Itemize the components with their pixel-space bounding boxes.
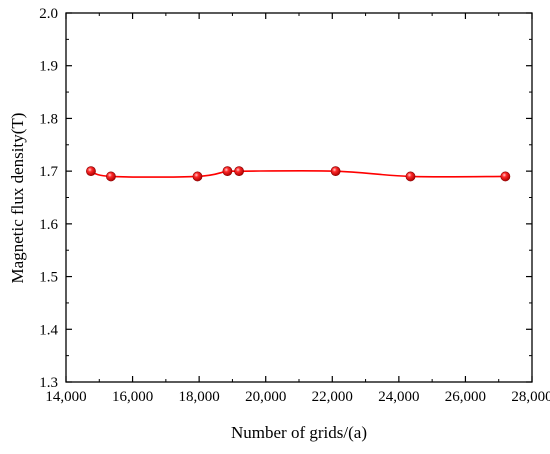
y-axis-title: Magnetic flux density(T) bbox=[8, 113, 27, 284]
x-axis-ticks: 14,000 16,000 18,000 20,000 22,000 24,000 26,0… bbox=[45, 13, 550, 405]
y-axis-ticks: 1.3 1.4 1.5 1.6 1.7 1.8 1.9 2.0 bbox=[39, 6, 532, 391]
data-point bbox=[222, 166, 233, 177]
y-tick-label: 1.3 bbox=[39, 375, 58, 391]
y-tick-label: 1.5 bbox=[39, 270, 58, 286]
data-point bbox=[86, 166, 96, 177]
x-tick-label: 24,000 bbox=[378, 389, 419, 405]
x-tick-label: 18,000 bbox=[179, 389, 220, 405]
x-tick-label: 14,000 bbox=[45, 389, 86, 405]
data-point bbox=[330, 166, 341, 177]
plot-frame bbox=[65, 12, 533, 383]
x-tick-label: 26,000 bbox=[445, 389, 486, 405]
x-tick-label: 20,000 bbox=[245, 389, 286, 405]
data-point bbox=[500, 171, 511, 182]
y-tick-label: 1.8 bbox=[39, 111, 58, 127]
x-tick-label: 16,000 bbox=[112, 389, 153, 405]
data-point bbox=[405, 171, 416, 182]
y-tick-label: 1.4 bbox=[39, 322, 58, 338]
y-tick-label: 1.6 bbox=[39, 217, 58, 233]
y-tick-label: 1.9 bbox=[39, 59, 58, 75]
y-tick-label: 1.7 bbox=[39, 164, 58, 180]
series-line bbox=[90, 169, 506, 178]
data-point bbox=[192, 171, 203, 182]
data-point bbox=[106, 171, 116, 182]
y-tick-label: 2.0 bbox=[39, 6, 58, 22]
data-point bbox=[234, 166, 244, 177]
x-tick-label: 22,000 bbox=[312, 389, 353, 405]
series-layer bbox=[86, 166, 511, 182]
x-axis-title: Number of grids/(a) bbox=[231, 423, 367, 442]
x-tick-label: 28,000 bbox=[511, 389, 550, 405]
